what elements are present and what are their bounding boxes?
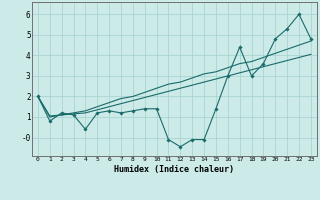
X-axis label: Humidex (Indice chaleur): Humidex (Indice chaleur) (115, 165, 234, 174)
